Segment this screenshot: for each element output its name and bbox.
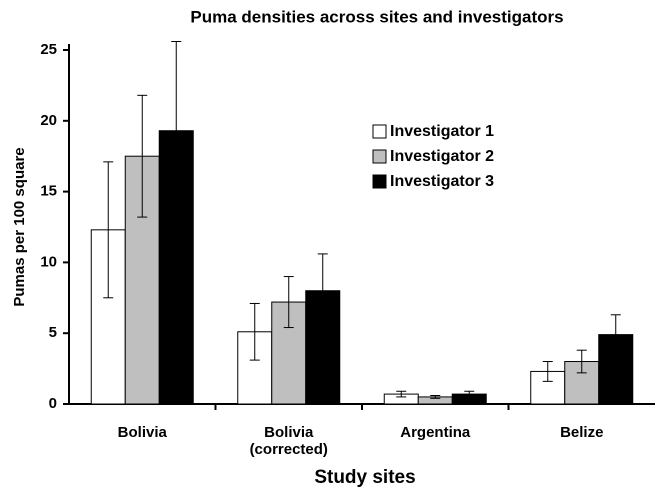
y-tick-label: 15 [40,183,57,200]
x-axis-label: Study sites [314,467,415,488]
error-bar [171,41,182,221]
y-tick-label: 5 [49,324,57,341]
legend-swatch [372,174,387,189]
error-bar [464,390,475,398]
error-bar [430,395,441,399]
error-bar [542,361,553,382]
x-tick-label: Belize [560,424,604,441]
error-bar [576,349,587,374]
legend-label: Investigator 2 [390,148,494,165]
legend-label: Investigator 3 [390,173,494,190]
chart-title: Puma densities across sites and investig… [190,7,563,26]
error-bar [103,161,114,299]
x-tick-label: Argentina [400,424,471,441]
legend-swatch [372,149,387,164]
error-bar [249,302,260,361]
bar [271,301,307,405]
error-bar [317,253,328,329]
error-bar [610,314,621,355]
error-bar [137,94,148,218]
x-tick-label: Bolivia [117,424,167,441]
y-tick-label: 20 [40,112,57,129]
y-axis-label: Pumas per 100 square [11,147,28,306]
y-tick-label: 25 [40,41,57,58]
error-bar [396,390,407,398]
x-tick-label: Bolivia (corrected) [249,424,328,458]
legend-label: Investigator 1 [390,123,494,140]
y-tick-label: 10 [40,253,57,270]
error-bar [283,276,294,329]
y-tick-label: 0 [49,395,57,412]
legend-swatch [372,124,387,139]
